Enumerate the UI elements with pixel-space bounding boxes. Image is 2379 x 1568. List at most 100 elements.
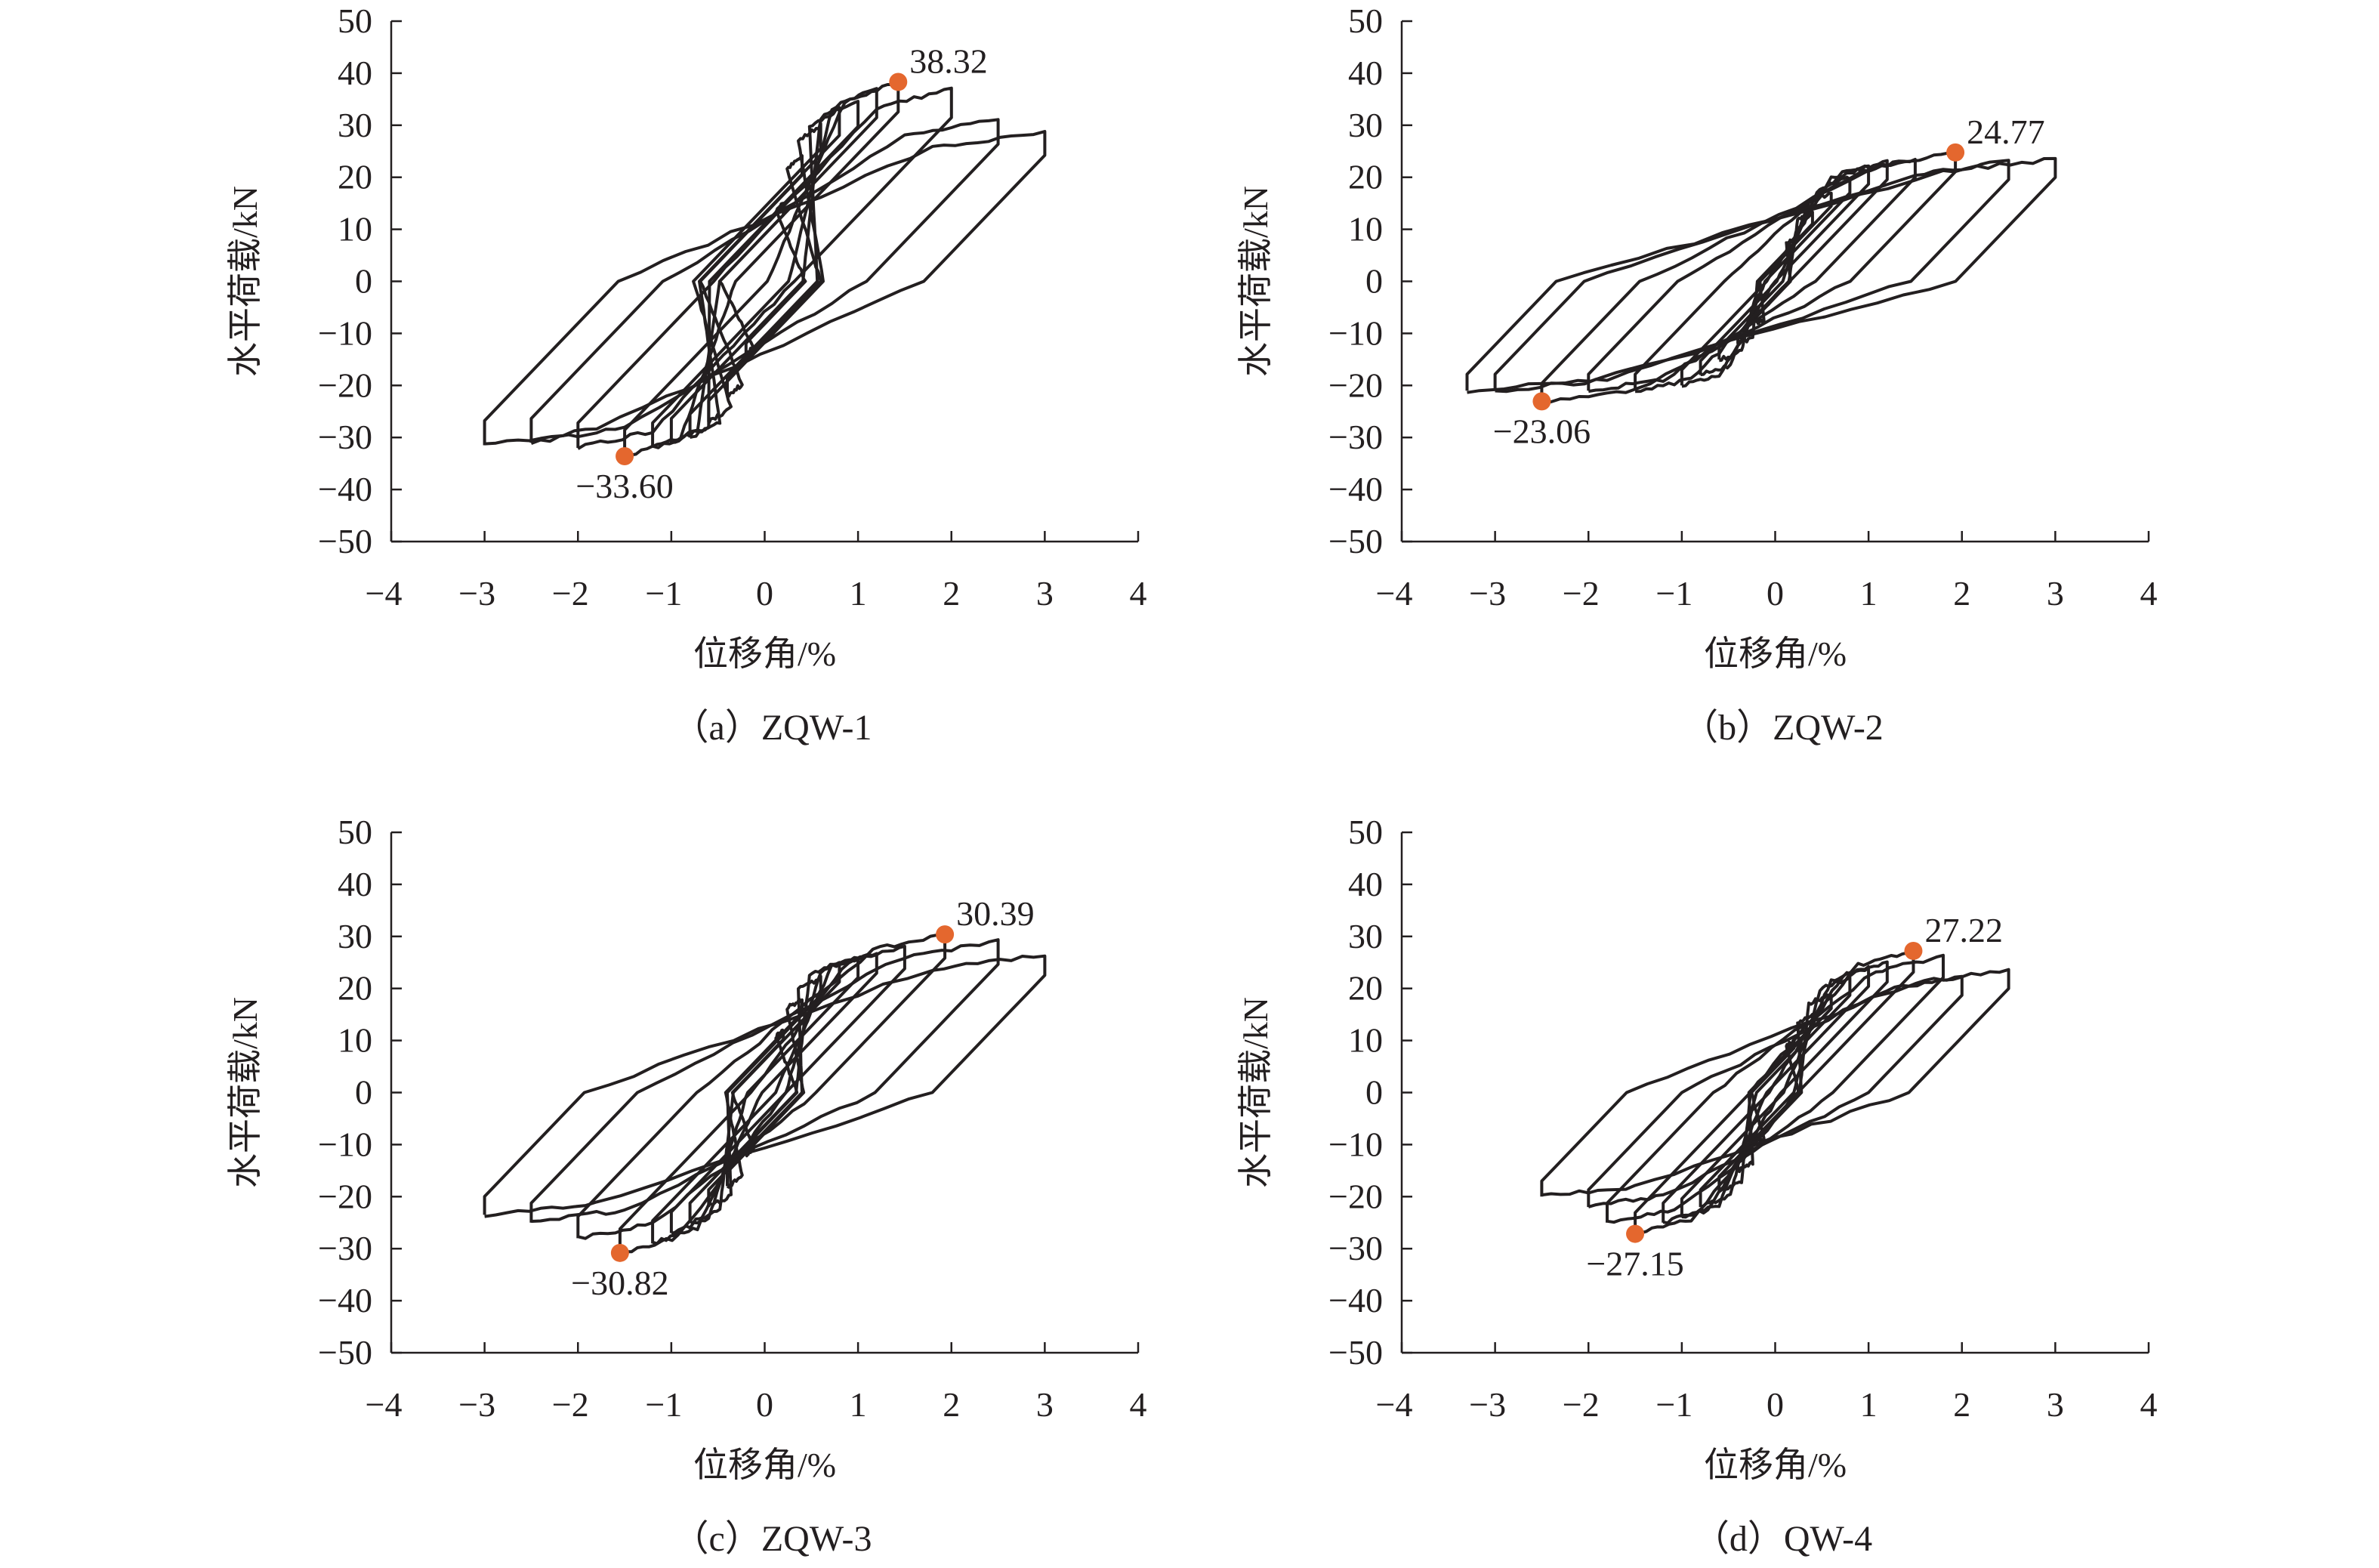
y-tick-label: 30 xyxy=(338,917,372,955)
hysteresis-loop xyxy=(618,944,906,1255)
x-tick-label: −2 xyxy=(1563,1385,1600,1424)
y-tick-label: 40 xyxy=(338,54,372,92)
x-axis-label: 位移角/% xyxy=(693,634,836,673)
hysteresis-loop xyxy=(651,952,878,1245)
x-tick-label: −4 xyxy=(1376,1385,1413,1424)
x-tick-label: 0 xyxy=(1767,1385,1784,1424)
y-tick-label: 50 xyxy=(1348,2,1383,40)
x-tick-label: 4 xyxy=(1130,1385,1147,1424)
x-tick-label: 3 xyxy=(1036,1385,1054,1424)
x-tick-label: −3 xyxy=(458,1385,495,1424)
y-tick-label: 10 xyxy=(1348,1021,1383,1060)
x-tick-label: −4 xyxy=(366,1385,403,1424)
y-tick-label: 20 xyxy=(338,969,372,1008)
hysteresis-loop xyxy=(1587,974,1964,1208)
x-tick-label: −3 xyxy=(1469,1385,1506,1424)
x-axis-label: 位移角/% xyxy=(693,1446,836,1484)
peak-label: 24.77 xyxy=(1967,113,2045,151)
peak-label: 30.39 xyxy=(956,894,1035,933)
y-tick-label: −20 xyxy=(318,366,372,404)
peak-marker xyxy=(610,1243,629,1262)
hysteresis-loop xyxy=(688,106,841,439)
peak-marker xyxy=(1904,941,1923,960)
y-tick-label: −50 xyxy=(1328,1333,1383,1372)
y-tick-label: 0 xyxy=(355,262,372,301)
peak-marker xyxy=(616,447,634,466)
x-tick-label: −2 xyxy=(552,1385,589,1424)
x-tick-label: −1 xyxy=(1655,1385,1692,1424)
y-tick-label: −50 xyxy=(1328,522,1383,560)
y-tick-label: −40 xyxy=(1328,1281,1383,1320)
y-tick-label: 20 xyxy=(1348,158,1383,196)
y-tick-label: 10 xyxy=(1348,210,1383,248)
y-tick-label: 0 xyxy=(355,1073,372,1112)
y-tick-label: 30 xyxy=(1348,106,1383,144)
x-tick-label: −1 xyxy=(645,1385,682,1424)
y-tick-label: −10 xyxy=(1328,313,1383,352)
hysteresis-loop xyxy=(483,954,1047,1218)
y-tick-label: 50 xyxy=(338,813,372,851)
y-tick-label: 30 xyxy=(338,106,372,144)
hysteresis-loop xyxy=(651,87,878,449)
x-tick-label: 1 xyxy=(1860,1385,1878,1424)
x-tick-label: 0 xyxy=(756,574,773,613)
peak-marker xyxy=(1626,1224,1645,1243)
y-tick-label: 40 xyxy=(1348,865,1383,903)
y-tick-label: −10 xyxy=(318,313,372,352)
hysteresis-loop xyxy=(1540,968,2010,1197)
y-tick-label: 30 xyxy=(1348,917,1383,955)
y-tick-label: −30 xyxy=(318,1229,372,1267)
x-tick-label: −3 xyxy=(1469,574,1506,613)
x-tick-label: 3 xyxy=(2047,1385,2064,1424)
peak-label: −23.06 xyxy=(1493,412,1591,450)
y-tick-label: 20 xyxy=(1348,969,1383,1008)
y-tick-label: 40 xyxy=(338,865,372,903)
y-tick-label: −40 xyxy=(1328,470,1383,508)
panel-caption: （d）QW-4 xyxy=(1693,1519,1872,1559)
x-tick-label: −2 xyxy=(552,574,589,613)
y-tick-label: 0 xyxy=(1365,262,1383,301)
y-tick-label: −30 xyxy=(1328,418,1383,456)
hysteresis-loop xyxy=(1540,150,1958,405)
hysteresis-loop xyxy=(1634,159,1889,394)
y-tick-label: −20 xyxy=(1328,366,1383,404)
x-tick-label: 1 xyxy=(850,574,867,613)
x-axis-label: 位移角/% xyxy=(1704,1446,1847,1484)
hysteresis-loop xyxy=(1717,191,1833,363)
hysteresis-loop xyxy=(1736,210,1814,346)
x-tick-label: 2 xyxy=(1953,574,1970,613)
hysteresis-loop xyxy=(669,100,860,444)
hysteresis-loop xyxy=(1699,975,1852,1208)
y-tick-label: −10 xyxy=(318,1125,372,1163)
x-tick-label: 2 xyxy=(943,1385,960,1424)
y-tick-label: 50 xyxy=(338,2,372,40)
x-tick-label: 3 xyxy=(2047,574,2064,613)
y-tick-label: −50 xyxy=(318,1333,372,1372)
hysteresis-loop xyxy=(576,86,953,450)
hysteresis-loop xyxy=(483,130,1047,446)
y-tick-label: 40 xyxy=(1348,54,1383,92)
panel-caption: （a）ZQW-1 xyxy=(673,708,872,748)
x-tick-label: 2 xyxy=(1953,1385,1970,1424)
x-tick-label: 0 xyxy=(1767,574,1784,613)
hysteresis-loop xyxy=(529,938,1000,1223)
panel-caption: （b）ZQW-2 xyxy=(1682,708,1884,748)
x-tick-label: 4 xyxy=(2140,1385,2158,1424)
x-tick-label: 4 xyxy=(1130,574,1147,613)
y-tick-label: −30 xyxy=(1328,1229,1383,1267)
hysteresis-loop xyxy=(1662,960,1889,1225)
y-tick-label: −20 xyxy=(318,1177,372,1215)
y-tick-label: 50 xyxy=(1348,813,1383,851)
y-axis-label: 水平荷载/kN xyxy=(1236,186,1275,377)
hysteresis-loop xyxy=(1634,950,1915,1235)
y-axis-label: 水平荷载/kN xyxy=(226,186,264,377)
x-tick-label: −4 xyxy=(1376,574,1413,613)
x-tick-label: −4 xyxy=(366,574,403,613)
x-tick-label: −3 xyxy=(458,574,495,613)
x-tick-label: −2 xyxy=(1563,574,1600,613)
